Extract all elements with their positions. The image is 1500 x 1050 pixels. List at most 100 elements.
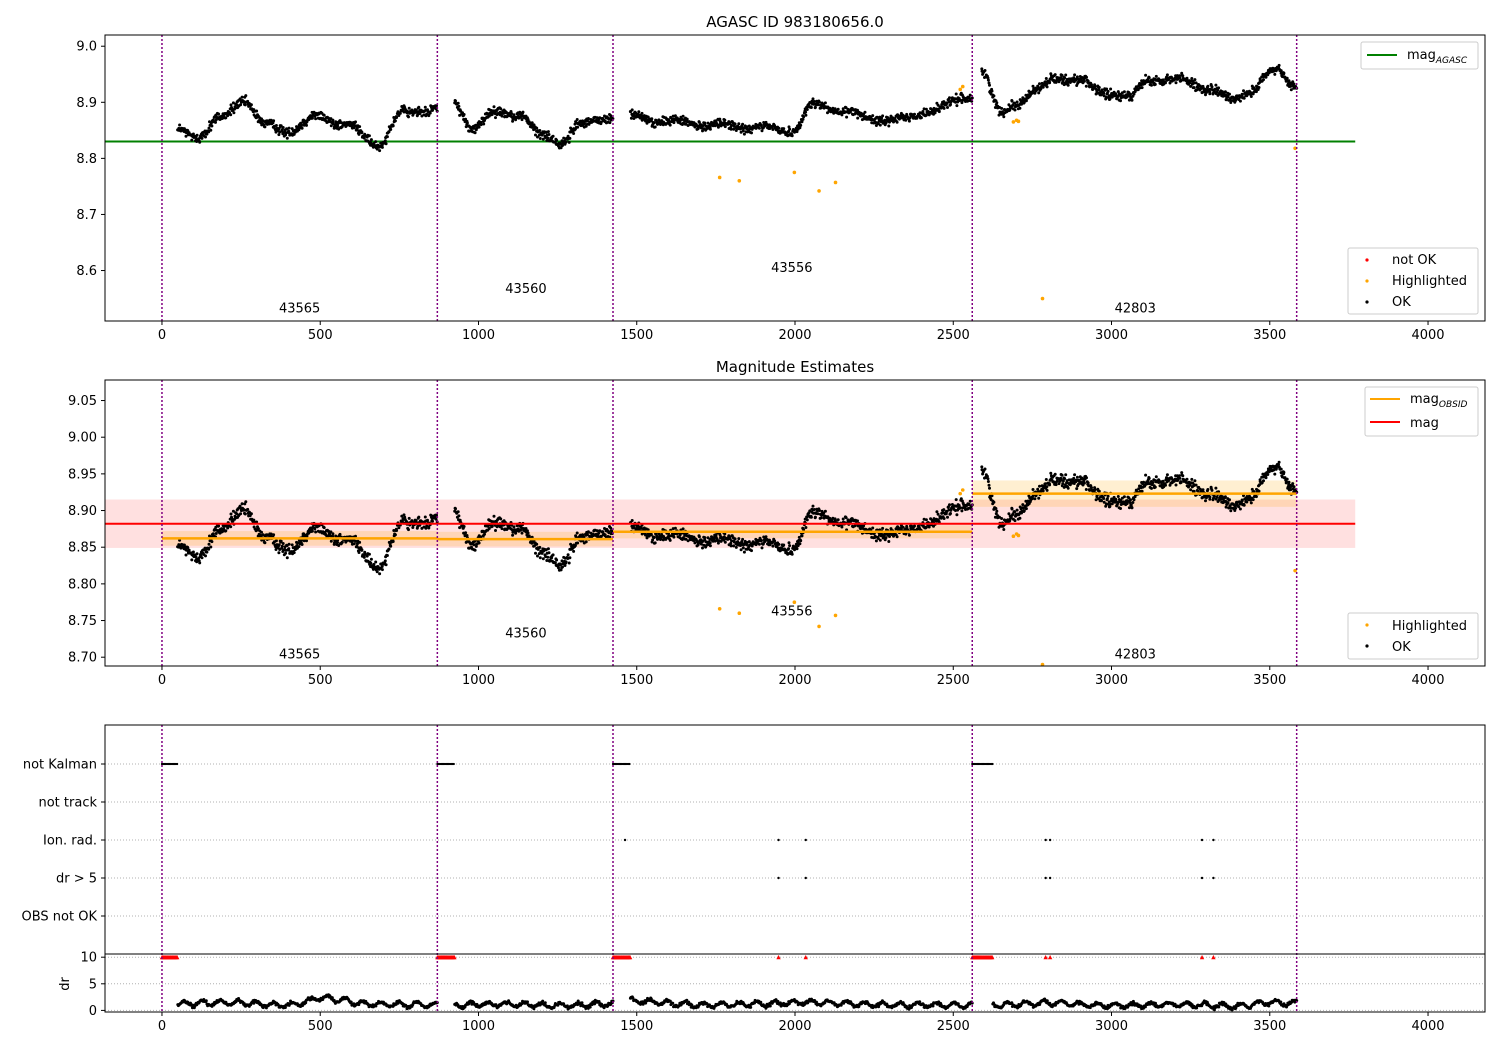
ok-point (354, 120, 357, 124)
ok-point (372, 562, 376, 566)
ok-point (1264, 75, 1268, 79)
ok-point (668, 123, 672, 127)
ok-point (1185, 477, 1189, 481)
ok-point (1242, 96, 1246, 100)
ok-point (1178, 476, 1182, 480)
ok-point (246, 99, 250, 103)
ok-point (1045, 82, 1049, 86)
ok-point (750, 131, 753, 135)
ok-point (322, 113, 326, 117)
ok-point (818, 509, 821, 512)
ok-point (708, 127, 712, 131)
mid-axes: 0 500 1000 1500 2000 2500 3000 3500 40008.708.75… (68, 394, 1445, 688)
ok-point (277, 133, 281, 137)
ok-point (1180, 471, 1184, 475)
ok-point (1060, 473, 1064, 477)
ok-point (338, 532, 342, 536)
ok-point (1031, 488, 1035, 491)
ok-point (812, 508, 816, 511)
ok-point (1132, 498, 1136, 502)
ok-point (567, 140, 571, 144)
ok-point (1085, 476, 1088, 480)
ok-point (1250, 487, 1254, 491)
ok-point (1279, 467, 1283, 471)
ok-point (454, 507, 457, 511)
ok-point (500, 527, 504, 531)
ok-point (260, 530, 263, 534)
ok-point (681, 527, 685, 531)
ok-point (960, 101, 964, 105)
ok-point (1177, 474, 1181, 478)
ok-point (1285, 76, 1289, 80)
ok-point (516, 527, 520, 531)
ok-point (672, 535, 676, 539)
ok-point (456, 510, 460, 514)
ok-point (884, 536, 888, 540)
ok-point (535, 126, 539, 130)
ok-point (836, 518, 840, 522)
ok-point (1257, 86, 1261, 89)
ok-point (317, 524, 321, 528)
ok-point (494, 116, 497, 120)
ok-point (300, 126, 304, 130)
ok-point (380, 145, 384, 149)
ok-point (968, 93, 972, 97)
ok-point (856, 116, 860, 120)
ok-point (336, 541, 339, 545)
ok-point (458, 526, 462, 530)
ok-point (354, 534, 357, 538)
ok-point (538, 556, 542, 560)
ok-point (414, 519, 418, 522)
ok-point (719, 539, 723, 543)
ok-point (954, 498, 958, 502)
ok-point (1224, 505, 1228, 509)
ok-point (980, 67, 984, 71)
ok-point (229, 113, 233, 117)
ok-point (269, 532, 273, 536)
y-tick-label: 9.05 (68, 394, 97, 409)
ok-point (1048, 483, 1052, 487)
ok-point (804, 526, 808, 529)
ok-point (1238, 99, 1242, 103)
ok-point (198, 561, 202, 565)
ok-point (456, 101, 460, 105)
ok-point (1044, 80, 1047, 84)
ok-point (277, 543, 281, 547)
ok-point (423, 515, 427, 519)
ok-point (1128, 501, 1132, 504)
ok-point (551, 553, 555, 557)
y-tick-label: 8.80 (68, 577, 97, 592)
ok-point (229, 525, 233, 529)
obsid-label: 43565 (279, 302, 320, 317)
ok-point (407, 528, 410, 532)
ok-point (310, 116, 314, 120)
ok-point (813, 515, 817, 519)
ok-point (1095, 495, 1099, 499)
flag-marker (1048, 838, 1052, 842)
ok-point (1086, 79, 1090, 83)
ok-point (1000, 106, 1004, 110)
ok-point (244, 94, 248, 98)
ok-point (1075, 475, 1079, 479)
obsid-label: 42803 (1115, 302, 1156, 317)
flag-marker (1200, 838, 1204, 842)
ok-point (747, 540, 751, 544)
top-legend-points: not OK Highlighted OK (1347, 247, 1479, 315)
ok-point (734, 129, 738, 132)
ok-point (1007, 512, 1011, 516)
ok-point (959, 497, 963, 501)
ok-point (809, 106, 813, 109)
ok-point (194, 555, 198, 559)
ok-point (958, 98, 962, 102)
ok-point (936, 512, 940, 516)
ok-point (771, 128, 775, 131)
x-tick-label: 2000 (778, 673, 811, 688)
ok-point (653, 125, 657, 129)
ok-point (708, 125, 712, 129)
ok-point (210, 124, 214, 128)
ok-point (599, 534, 603, 538)
ok-point (537, 552, 541, 556)
ok-point (499, 107, 503, 111)
ok-point (280, 544, 284, 548)
ok-point (1132, 92, 1136, 96)
